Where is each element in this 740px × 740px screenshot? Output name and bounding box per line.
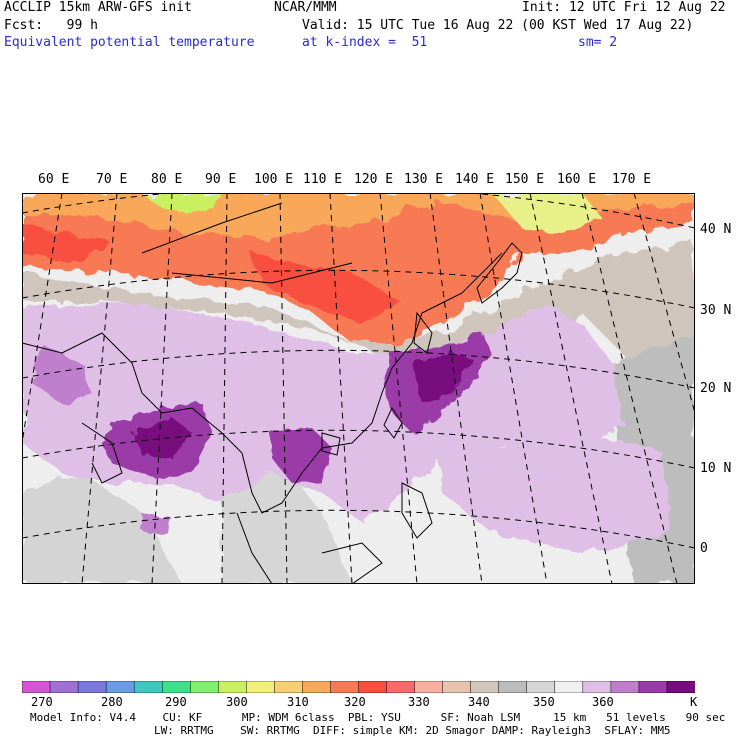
colorbar-label: 360 — [592, 695, 614, 709]
colorbar-swatch — [22, 681, 51, 693]
colorbar-swatch — [414, 681, 444, 693]
colorbar-swatch — [105, 681, 135, 693]
colorbar-swatch — [638, 681, 668, 693]
physics-info: LW: RRTMG SW: RRTMG DIFF: simple KM: 2D … — [154, 724, 671, 737]
valid-time: Valid: 15 UTC Tue 16 Aug 22 (00 KST Wed … — [302, 18, 694, 33]
model-level: at k-index = 51 — [302, 35, 428, 50]
lat-label: 20 N — [700, 381, 732, 396]
colorbar-label: 350 — [533, 695, 555, 709]
field-name: Equivalent potential temperature — [4, 35, 255, 50]
colorbar-swatch — [274, 681, 304, 693]
map-frame — [22, 193, 695, 584]
colorbar-swatch — [610, 681, 640, 693]
colorbar-swatch — [470, 681, 500, 693]
smoothing-value: sm= 2 — [578, 35, 618, 50]
coastlines — [22, 202, 523, 584]
colorbar-label: 300 — [226, 695, 248, 709]
graticule — [22, 193, 695, 584]
plot-source-title: ACCLIP 15km ARW-GFS init — [4, 0, 192, 15]
colorbar-swatch — [133, 681, 163, 693]
lon-label: 160 E — [557, 172, 597, 187]
colorbar-label: 270 — [31, 695, 53, 709]
lon-label: 120 E — [354, 172, 394, 187]
colorbar-swatch — [498, 681, 528, 693]
lat-label: 0 — [700, 541, 708, 556]
colorbar-swatch — [358, 681, 388, 693]
colorbar-label: 280 — [101, 695, 123, 709]
lon-label: 110 E — [303, 172, 343, 187]
theta-e-map — [22, 193, 695, 584]
lon-label: 170 E — [612, 172, 652, 187]
high-theta-e-regions — [102, 333, 492, 533]
lat-label: 40 N — [700, 222, 732, 237]
init-time: Init: 12 UTC Fri 12 Aug 22 — [522, 0, 726, 15]
lon-label: 140 E — [455, 172, 495, 187]
colorbar-swatch — [582, 681, 612, 693]
colorbar-swatch — [386, 681, 416, 693]
lon-label: 90 E — [205, 172, 237, 187]
colorbar-swatch — [218, 681, 248, 693]
lon-label: 60 E — [38, 172, 70, 187]
lon-label: 80 E — [151, 172, 183, 187]
organization-label: NCAR/MMM — [274, 0, 337, 15]
colorbar-swatch — [666, 681, 695, 693]
colorbar-swatch — [190, 681, 220, 693]
lat-label: 30 N — [700, 303, 732, 318]
colorbar-swatch — [161, 681, 192, 693]
lat-label: 10 N — [700, 461, 732, 476]
model-info: Model Info: V4.4 CU: KF MP: WDM 6class P… — [30, 711, 726, 724]
colorbar-swatch — [442, 681, 472, 693]
lon-label: 150 E — [505, 172, 545, 187]
colorbar-label: 290 — [165, 695, 187, 709]
colorbar-label: 310 — [287, 695, 309, 709]
colorbar-swatch — [49, 681, 79, 693]
colorbar-swatch — [526, 681, 556, 693]
colorbar — [22, 681, 695, 693]
colorbar-swatch — [554, 681, 584, 693]
colorbar-swatch — [77, 681, 107, 693]
lon-label: 70 E — [96, 172, 128, 187]
lon-label: 130 E — [404, 172, 444, 187]
colorbar-swatch — [246, 681, 276, 693]
colorbar-units: K — [690, 695, 698, 709]
colorbar-swatch — [302, 681, 332, 693]
lon-label: 100 E — [254, 172, 294, 187]
colorbar-label: 330 — [408, 695, 430, 709]
colorbar-label: 340 — [468, 695, 490, 709]
colorbar-swatch — [330, 681, 360, 693]
colorbar-label: 320 — [344, 695, 366, 709]
forecast-hour: Fcst: 99 h — [4, 18, 98, 33]
